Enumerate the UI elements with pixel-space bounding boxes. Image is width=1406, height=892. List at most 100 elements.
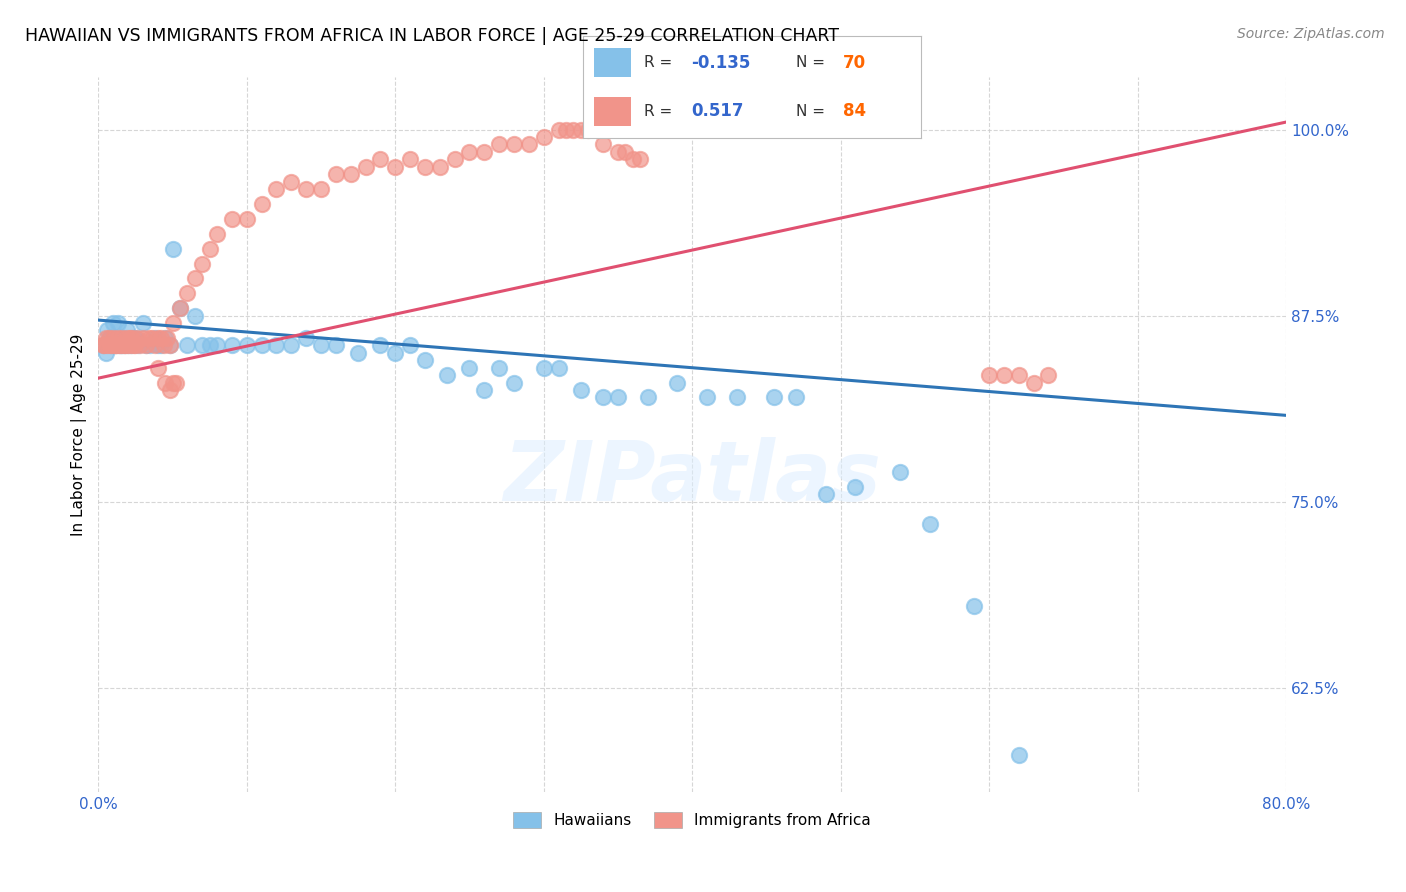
Point <box>696 391 718 405</box>
Point <box>118 331 141 345</box>
Point <box>413 160 436 174</box>
Point <box>176 286 198 301</box>
Point <box>503 376 526 390</box>
Point <box>143 338 166 352</box>
Point <box>443 153 465 167</box>
Point <box>977 368 1000 383</box>
Point <box>295 182 318 196</box>
Point <box>159 383 181 397</box>
Point <box>370 338 392 352</box>
Point <box>592 391 614 405</box>
Legend: Hawaiians, Immigrants from Africa: Hawaiians, Immigrants from Africa <box>508 806 877 834</box>
Point <box>122 331 145 345</box>
Text: R =: R = <box>644 103 678 119</box>
Point <box>250 338 273 352</box>
Point <box>105 338 128 352</box>
Point <box>149 338 172 352</box>
Point <box>555 122 578 136</box>
Point <box>844 480 866 494</box>
Point <box>1008 747 1031 762</box>
Point <box>115 324 138 338</box>
Point <box>135 338 157 352</box>
Point <box>1022 376 1045 390</box>
Y-axis label: In Labor Force | Age 25-29: In Labor Force | Age 25-29 <box>72 334 87 536</box>
Point <box>114 338 136 352</box>
Point <box>153 376 176 390</box>
Point <box>205 227 228 241</box>
Point <box>146 338 169 352</box>
Point <box>115 331 138 345</box>
Text: -0.135: -0.135 <box>692 54 751 72</box>
Text: Source: ZipAtlas.com: Source: ZipAtlas.com <box>1237 27 1385 41</box>
Point <box>280 175 302 189</box>
Point <box>176 338 198 352</box>
Point <box>156 331 179 345</box>
Point <box>221 338 243 352</box>
Point <box>399 338 422 352</box>
Point <box>266 338 288 352</box>
Point <box>628 153 651 167</box>
Point <box>814 487 837 501</box>
Point <box>236 211 259 226</box>
Point <box>184 309 207 323</box>
Point <box>100 338 122 352</box>
Point <box>547 122 569 136</box>
Point <box>488 137 510 152</box>
Bar <box>593 48 631 77</box>
Point <box>762 391 785 405</box>
Point <box>785 391 807 405</box>
Point <box>125 331 148 345</box>
Point <box>339 167 361 181</box>
Point <box>108 338 131 352</box>
Point <box>309 338 332 352</box>
Point <box>94 331 117 345</box>
Point <box>112 331 135 345</box>
Point <box>94 346 117 360</box>
Point <box>110 338 132 352</box>
Point <box>162 316 184 330</box>
Point <box>110 338 132 352</box>
Point <box>993 368 1015 383</box>
Point <box>93 338 115 352</box>
Point <box>162 242 184 256</box>
Point <box>91 338 114 352</box>
Point <box>280 338 302 352</box>
Point <box>963 599 986 613</box>
Point <box>889 465 911 479</box>
Point <box>384 346 406 360</box>
Text: N =: N = <box>796 103 830 119</box>
Point <box>472 145 495 159</box>
Point <box>250 197 273 211</box>
Point <box>606 391 628 405</box>
Point <box>533 360 555 375</box>
Point <box>108 338 131 352</box>
Point <box>621 153 644 167</box>
Point <box>111 331 134 345</box>
Point <box>105 338 128 352</box>
Point <box>569 383 592 397</box>
Point <box>1038 368 1060 383</box>
Bar <box>593 97 631 126</box>
Text: N =: N = <box>796 55 830 70</box>
Point <box>149 331 172 345</box>
Point <box>347 346 370 360</box>
Text: 70: 70 <box>844 54 866 72</box>
Point <box>429 160 451 174</box>
Point <box>96 324 118 338</box>
Point <box>576 122 599 136</box>
Point <box>120 338 142 352</box>
Point <box>503 137 526 152</box>
Point <box>472 383 495 397</box>
Point <box>198 242 221 256</box>
Point <box>124 331 146 345</box>
Point <box>103 331 125 345</box>
Point <box>127 338 149 352</box>
Point <box>517 137 540 152</box>
Point <box>399 153 422 167</box>
Text: ZIPatlas: ZIPatlas <box>503 437 882 518</box>
Point <box>169 301 191 315</box>
Point <box>98 338 121 352</box>
Point <box>96 338 118 352</box>
Point <box>569 122 592 136</box>
Point <box>184 271 207 285</box>
